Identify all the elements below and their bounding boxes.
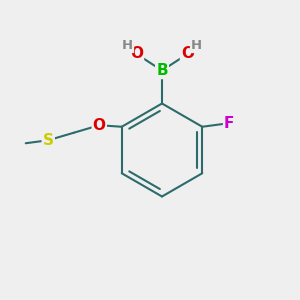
Text: H: H — [191, 39, 202, 52]
Text: B: B — [156, 63, 168, 78]
Text: F: F — [224, 116, 235, 131]
Text: S: S — [43, 133, 54, 148]
Text: O: O — [181, 46, 194, 62]
Text: O: O — [93, 118, 106, 133]
Text: H: H — [122, 39, 133, 52]
Text: O: O — [130, 46, 143, 62]
